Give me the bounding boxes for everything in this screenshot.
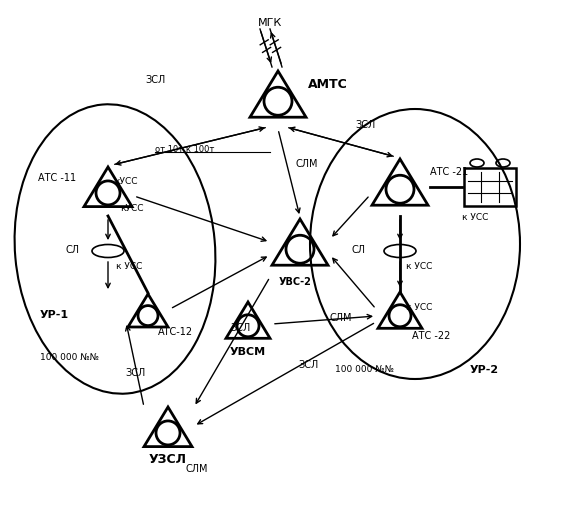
Text: АТС -22: АТС -22 [412, 330, 451, 341]
Text: АТС-12: АТС-12 [158, 326, 193, 336]
Text: кУСС: кУСС [114, 177, 138, 186]
Text: к УСС: к УСС [462, 213, 488, 221]
Text: УВС-2: УВС-2 [278, 276, 311, 287]
Text: 100 000 №№: 100 000 №№ [335, 365, 394, 374]
Text: ЗСЛ: ЗСЛ [230, 322, 250, 332]
Text: к УСС: к УСС [406, 302, 432, 311]
Text: 100 000 №№: 100 000 №№ [40, 353, 99, 362]
Text: к УСС: к УСС [406, 262, 432, 270]
Text: ЗСЛ: ЗСЛ [355, 120, 375, 130]
Text: АТС -11: АТС -11 [38, 173, 76, 183]
Text: СЛ: СЛ [352, 244, 366, 254]
Text: СЛ: СЛ [66, 244, 80, 254]
Text: ЗСЛ: ЗСЛ [298, 359, 318, 369]
Text: АТС -21: АТС -21 [430, 166, 468, 177]
Text: СЛМ: СЛМ [186, 463, 209, 473]
Text: СЛМ: СЛМ [296, 159, 319, 168]
Text: УР-1: УР-1 [40, 309, 69, 319]
Text: УР-2: УР-2 [470, 364, 499, 374]
Text: ЗСЛ: ЗСЛ [145, 75, 165, 85]
Text: УЗСЛ: УЗСЛ [149, 453, 187, 466]
Text: кУСС: кУСС [120, 204, 144, 213]
Text: УВСМ: УВСМ [230, 346, 266, 356]
Text: СЛМ: СЛМ [330, 313, 353, 322]
Text: к УСС: к УСС [116, 262, 142, 270]
Bar [464, 168, 516, 207]
Text: МГК: МГК [258, 18, 282, 28]
Text: АМТС: АМТС [308, 78, 347, 91]
Text: от 10т к 100т: от 10т к 100т [155, 145, 214, 154]
Text: ЗСЛ: ЗСЛ [126, 368, 146, 378]
